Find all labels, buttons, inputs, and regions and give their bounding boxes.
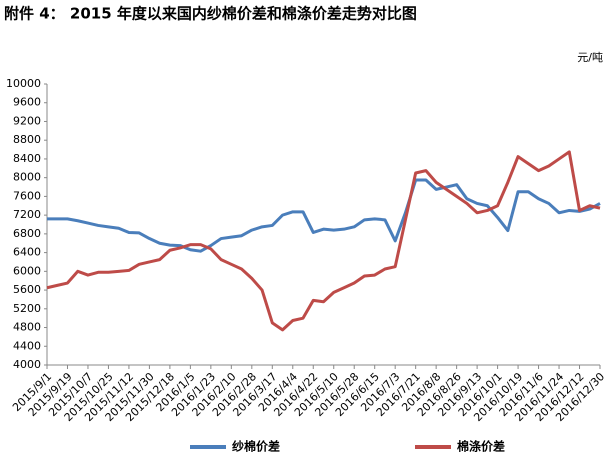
y-tick-label: 7200 — [13, 208, 41, 221]
y-tick-label: 6800 — [13, 227, 41, 240]
series-line — [47, 178, 601, 253]
y-tick-label: 6400 — [13, 246, 41, 259]
legend-label: 纱棉价差 — [232, 439, 280, 454]
y-tick-label: 4800 — [13, 321, 41, 334]
y-tick-label: 5600 — [13, 283, 41, 296]
y-tick-label: 7600 — [13, 189, 41, 202]
y-tick-label: 4400 — [13, 339, 41, 352]
y-tick-label: 9600 — [13, 96, 41, 109]
series-line — [46, 150, 601, 332]
y-tick-label: 8400 — [13, 152, 41, 165]
y-tick-label: 8800 — [13, 133, 41, 146]
unit-label: 元/吨 — [577, 51, 603, 64]
y-tick-label: 8000 — [13, 171, 41, 184]
y-tick-label: 5200 — [13, 302, 41, 315]
legend-label: 棉涤价差 — [457, 439, 505, 454]
y-tick-label: 6000 — [13, 264, 41, 277]
y-tick-label: 4000 — [13, 358, 41, 371]
y-tick-label: 10000 — [6, 77, 41, 90]
y-tick-label: 9200 — [13, 114, 41, 127]
chart-title: 附件 4： 2015 年度以来国内纱棉价差和棉涤价差走势对比图 — [4, 5, 417, 23]
